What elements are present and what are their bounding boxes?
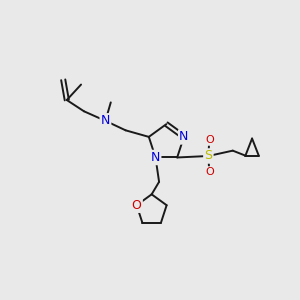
Text: N: N	[151, 151, 160, 164]
Text: O: O	[205, 135, 214, 145]
Text: O: O	[132, 199, 142, 212]
Text: S: S	[204, 149, 212, 163]
Text: N: N	[101, 114, 110, 127]
Text: O: O	[205, 167, 214, 177]
Text: N: N	[179, 130, 189, 143]
